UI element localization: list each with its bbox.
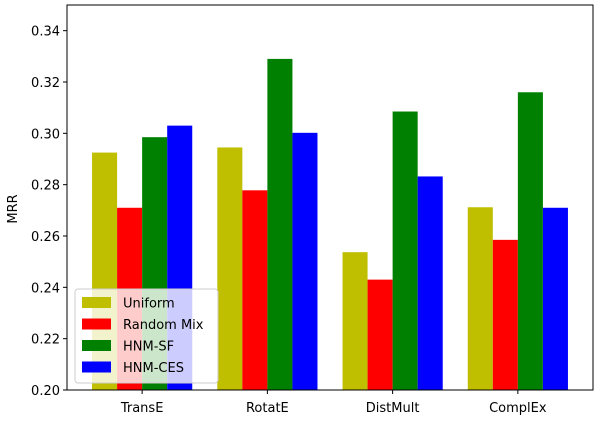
plot-frame xyxy=(66,4,594,391)
bar-uniform-rotate xyxy=(217,147,243,390)
y-tick-label: 0.24 xyxy=(31,281,60,296)
bar-uniform-complex xyxy=(467,207,493,390)
legend-label-hnm-sf: HNM-SF xyxy=(123,340,174,355)
bar-hnm-sf-complex xyxy=(517,92,543,391)
legend-swatch-hnm-ces xyxy=(82,361,111,373)
axes: 0.20 0.22 0.24 0.26 0.28 0.30 0.32 0.34 TransE Ro… xyxy=(31,4,594,416)
bar-uniform-distmult xyxy=(342,252,368,390)
legend-swatch-uniform xyxy=(82,297,111,308)
bar-random-mix-distmult xyxy=(367,279,393,390)
bar-hnm-ces-rotate xyxy=(292,132,318,390)
y-tick-label: 0.32 xyxy=(31,76,60,91)
legend-label-uniform: Uniform xyxy=(123,297,175,312)
legend: Uniform Random Mix HNM-SF HNM-CES xyxy=(74,288,219,384)
x-tick-label: TransE xyxy=(120,401,164,416)
bar-random-mix-complex xyxy=(492,239,518,390)
y-tick-label: 0.20 xyxy=(31,384,60,399)
legend-label-random-mix: Random Mix xyxy=(123,318,204,333)
bar-random-mix-rotate xyxy=(242,190,268,390)
y-tick-label: 0.28 xyxy=(31,179,60,194)
x-tick-label: DistMult xyxy=(366,401,420,416)
bar-hnm-sf-distmult xyxy=(392,111,418,391)
y-tick-label: 0.34 xyxy=(31,25,60,40)
bar-hnm-sf-rotate xyxy=(267,58,293,391)
legend-swatch-hnm-sf xyxy=(82,340,111,351)
y-tick-label: 0.30 xyxy=(31,127,60,142)
y-axis-label: MRR xyxy=(6,194,21,223)
x-tick-label: RotatE xyxy=(246,401,289,416)
legend-label-hnm-ces: HNM-CES xyxy=(123,361,184,376)
bar-hnm-ces-distmult xyxy=(417,176,443,390)
y-tick-label: 0.22 xyxy=(31,333,60,348)
legend-swatch-random-mix xyxy=(82,318,111,330)
y-tick-label: 0.26 xyxy=(31,230,60,245)
bar-hnm-ces-complex xyxy=(542,207,568,390)
x-tick-label: ComplEx xyxy=(489,401,547,416)
legend-box xyxy=(74,288,219,384)
